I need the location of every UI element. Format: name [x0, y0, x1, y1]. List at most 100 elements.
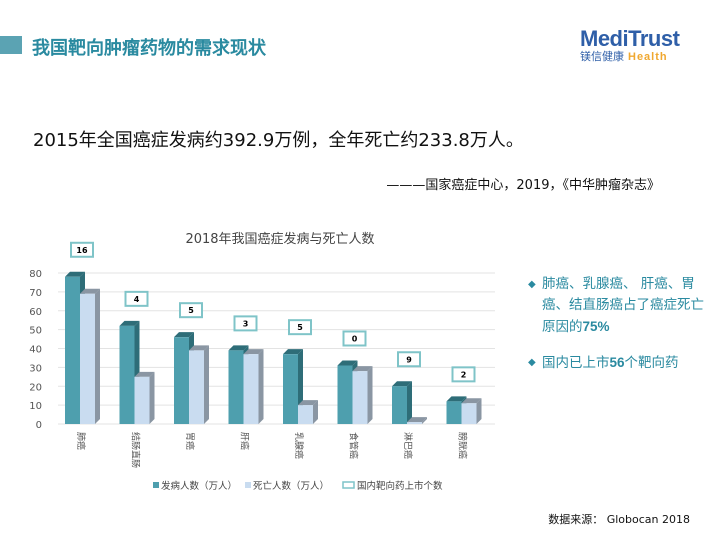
drug-count-box — [70, 241, 94, 258]
drug-count-box — [397, 351, 421, 368]
y-tick-label: 30 — [29, 363, 42, 374]
citation: ———国家癌症中心，2019，《中华肿瘤杂志》 — [386, 178, 660, 193]
x-tick-label: 膀胱癌 — [457, 432, 469, 459]
bar-side — [313, 400, 318, 424]
bar-top — [298, 400, 318, 406]
x-tick-label: 淋巴癌 — [402, 432, 414, 459]
bar-side — [422, 417, 427, 424]
headline: 2015年全国癌症发病约392.9万例，全年死亡约233.8万人。 — [33, 130, 524, 151]
bar-deaths — [461, 403, 477, 424]
bullet-tail: 个靶向药 — [624, 355, 679, 371]
drug-count-label: 16 — [76, 246, 88, 255]
bar-top — [446, 396, 467, 402]
y-tick-label: 40 — [29, 345, 42, 356]
bullet-strong: 56 — [609, 355, 625, 370]
y-tick-label: 10 — [29, 401, 42, 412]
bar-top — [134, 371, 155, 377]
bar-deaths — [243, 354, 259, 424]
legend-label: 国内靶向药上市个数 — [357, 480, 443, 492]
bar-side — [407, 381, 412, 424]
bar-top — [283, 349, 303, 355]
bar-deaths — [189, 350, 204, 424]
bar-side — [258, 349, 264, 424]
bar-incidence — [283, 354, 298, 424]
data-source: 数据来源： Globocan 2018 — [548, 513, 690, 526]
logo-subtext: 镁信健康 Health — [580, 48, 690, 64]
drug-count-box — [342, 330, 367, 347]
bar-top — [392, 381, 412, 387]
bar-top — [407, 417, 427, 423]
bar-incidence — [228, 350, 244, 424]
bullet-text: 肺癌、乳腺癌、 肝癌、胃癌、结直肠癌占了癌症死亡原因的 — [542, 276, 704, 335]
bar-deaths — [407, 422, 422, 424]
bar-side — [149, 371, 155, 424]
bar-top — [119, 320, 140, 326]
drug-count-box — [179, 302, 203, 319]
y-tick-label: 80 — [29, 269, 42, 280]
chart-title: 2018年我国癌症发病与死亡人数 — [185, 231, 374, 247]
x-tick-label: 结肠直肠 — [130, 432, 142, 468]
bullet-item: ◆ 国内已上市56个靶向药 — [528, 352, 708, 374]
bullet-strong: 75% — [582, 319, 610, 334]
diamond-icon: ◆ — [528, 279, 536, 290]
x-tick-label: 肝癌 — [239, 432, 251, 450]
drug-count-box — [124, 290, 149, 307]
drug-count-label: 2 — [461, 370, 467, 379]
y-tick-label: 50 — [29, 326, 42, 337]
y-tick-label: 70 — [29, 288, 42, 299]
bar-top — [243, 349, 264, 355]
bullet-text: 国内已上市 — [542, 355, 610, 371]
y-tick-label: 20 — [29, 382, 42, 393]
bar-incidence — [446, 401, 462, 424]
logo-cn: 镁信健康 — [580, 50, 624, 63]
bar-top — [461, 398, 482, 404]
bar-incidence — [65, 276, 80, 424]
legend-label: 死亡人数（万人） — [253, 480, 329, 492]
bar-side — [204, 345, 209, 424]
bar-side — [95, 288, 100, 424]
drug-count-label: 3 — [243, 319, 249, 328]
legend-swatch-drugs — [342, 481, 355, 489]
legend-swatch-incidence — [153, 482, 159, 488]
legend-label: 发病人数（万人） — [161, 480, 237, 492]
x-tick-label: 胃癌 — [184, 432, 196, 450]
y-tick-label: 0 — [36, 420, 42, 431]
bar-incidence — [174, 337, 189, 424]
logo-text: MediTrust — [580, 26, 680, 51]
bar-top — [189, 345, 209, 351]
bar-incidence — [119, 325, 135, 424]
y-tick-label: 60 — [29, 307, 42, 318]
bar-deaths — [352, 371, 368, 424]
bullet-list: ◆ 肺癌、乳腺癌、 肝癌、胃癌、结直肠癌占了癌症死亡原因的75% ◆ 国内已上市56… — [528, 274, 708, 388]
bar-top — [228, 345, 249, 351]
drug-count-box — [233, 315, 258, 332]
drug-count-box — [288, 319, 312, 336]
drug-count-label: 0 — [352, 334, 358, 343]
bar-top — [352, 366, 373, 372]
bar-deaths — [134, 376, 150, 424]
bullet-item: ◆ 肺癌、乳腺癌、 肝癌、胃癌、结直肠癌占了癌症死亡原因的75% — [528, 274, 708, 338]
bar-incidence — [337, 365, 353, 424]
diamond-icon: ◆ — [528, 357, 536, 368]
bar-top — [174, 332, 194, 338]
bar-top — [337, 360, 358, 366]
drug-count-box — [451, 366, 476, 383]
bar-top — [65, 271, 85, 277]
drug-count-label: 5 — [188, 306, 194, 315]
bar-deaths — [80, 293, 95, 424]
drug-count-label: 5 — [297, 323, 303, 332]
legend-swatch-deaths — [245, 482, 251, 488]
logo-en: Health — [628, 51, 668, 63]
bar-incidence — [392, 386, 407, 424]
page-title: 我国靶向肿瘤药物的需求现状 — [32, 38, 266, 59]
bar-deaths — [298, 405, 313, 424]
x-tick-label: 食管癌 — [348, 432, 360, 459]
logo: MediTrust 镁信健康 Health — [580, 26, 690, 64]
drug-count-label: 4 — [134, 295, 140, 304]
x-tick-label: 肺癌 — [75, 432, 87, 450]
drug-count-label: 9 — [406, 355, 412, 364]
title-accent-bar — [0, 36, 22, 54]
x-tick-label: 乳腺癌 — [293, 432, 305, 459]
bar-side — [476, 398, 482, 424]
